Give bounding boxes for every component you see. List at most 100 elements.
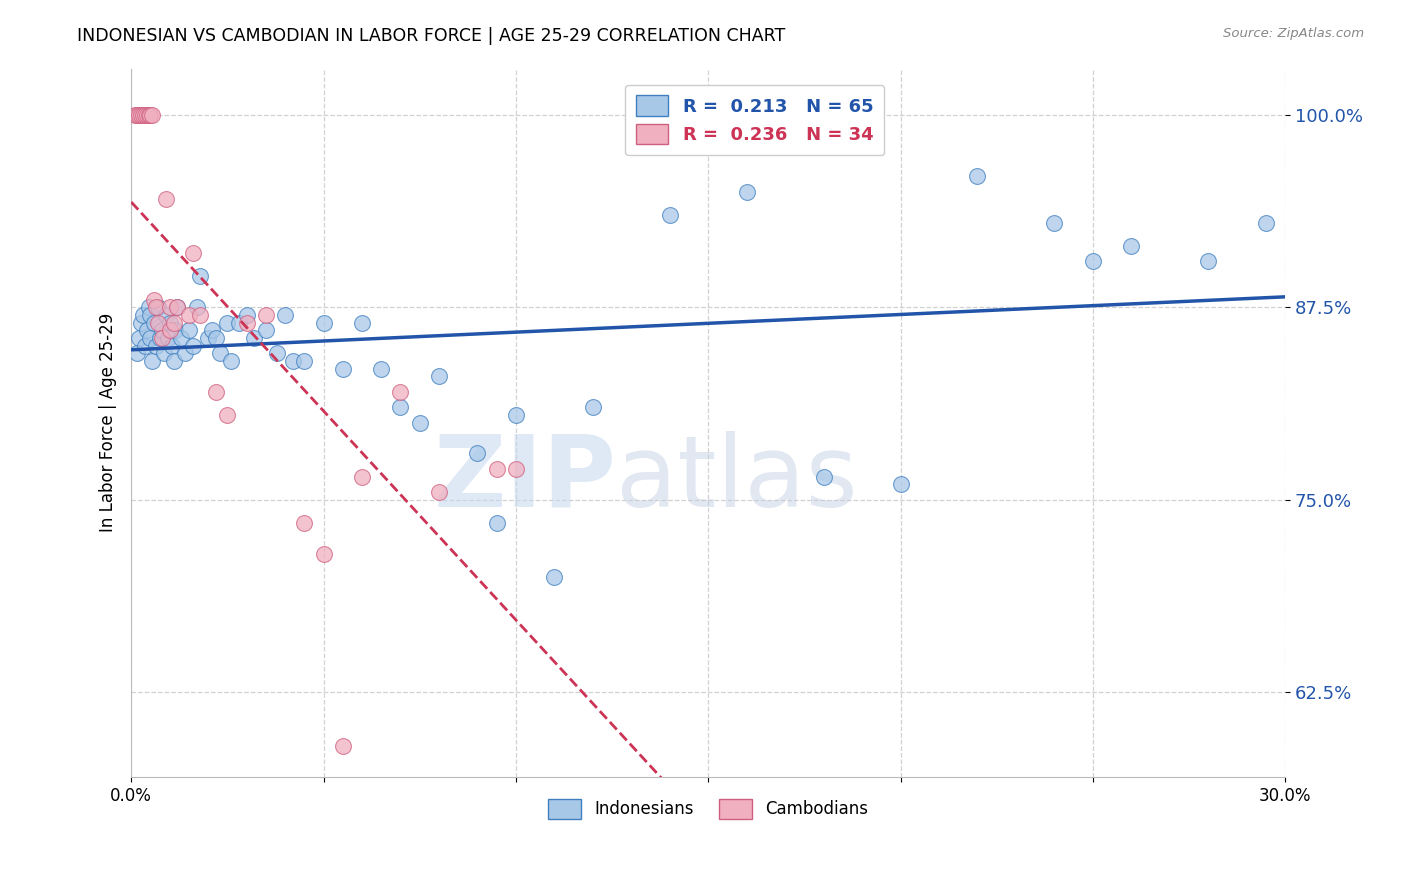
Point (1043, 215, 1066, 229)
Point (427, 485, 450, 500)
Point (143, 316, 166, 330)
Point (389, 401, 412, 415)
Point (292, 516, 315, 530)
Point (205, 384, 228, 399)
Point (156, 331, 179, 345)
Point (505, 408, 527, 422)
Point (409, 416, 432, 430)
Point (205, 331, 228, 345)
Point (543, 570, 565, 584)
Point (146, 316, 169, 330)
Point (181, 339, 204, 353)
Point (165, 323, 187, 337)
Point (281, 354, 304, 368)
Point (1254, 215, 1277, 229)
Point (134, 108, 156, 122)
Point (138, 108, 160, 122)
Point (217, 316, 239, 330)
Point (1197, 254, 1219, 268)
Point (159, 300, 181, 314)
Text: ZIP: ZIP (433, 431, 616, 528)
Text: atlas: atlas (616, 431, 858, 528)
Point (966, 169, 988, 184)
Point (132, 108, 155, 122)
Point (125, 346, 148, 360)
Point (266, 346, 288, 360)
Point (155, 193, 177, 207)
Point (160, 339, 183, 353)
Point (228, 316, 250, 330)
Point (155, 308, 177, 322)
Point (235, 308, 257, 322)
Point (128, 108, 150, 122)
Point (813, 469, 835, 483)
Legend: Indonesians, Cambodians: Indonesians, Cambodians (541, 793, 876, 825)
Point (332, 739, 354, 753)
Point (141, 108, 163, 122)
Point (124, 108, 146, 122)
Point (145, 300, 167, 314)
Point (135, 108, 157, 122)
Point (138, 300, 160, 314)
Point (166, 300, 188, 314)
Point (139, 108, 162, 122)
Point (582, 401, 605, 415)
Point (170, 331, 193, 345)
Point (370, 361, 392, 376)
Point (427, 369, 450, 384)
Point (177, 323, 200, 337)
Point (181, 246, 204, 260)
Point (197, 331, 219, 345)
Point (190, 308, 212, 322)
Point (162, 316, 184, 330)
Point (146, 300, 169, 314)
Point (350, 469, 373, 483)
Point (145, 339, 167, 353)
Point (153, 346, 176, 360)
Point (254, 308, 277, 322)
Point (235, 316, 257, 330)
Point (332, 361, 354, 376)
Point (186, 300, 208, 314)
Point (505, 462, 527, 476)
Point (1081, 254, 1104, 268)
Point (150, 331, 173, 345)
Point (889, 477, 911, 491)
Point (132, 308, 155, 322)
Point (485, 516, 508, 530)
Y-axis label: In Labor Force | Age 25-29: In Labor Force | Age 25-29 (100, 313, 117, 533)
Point (274, 308, 297, 322)
Point (143, 293, 166, 307)
Point (201, 323, 224, 337)
Point (141, 354, 163, 368)
Point (129, 108, 152, 122)
Point (243, 331, 266, 345)
Point (125, 108, 148, 122)
Point (254, 323, 277, 337)
Point (208, 346, 231, 360)
Point (1121, 238, 1143, 252)
Text: Source: ZipAtlas.com: Source: ZipAtlas.com (1223, 27, 1364, 40)
Point (149, 331, 172, 345)
Text: INDONESIAN VS CAMBODIAN IN LABOR FORCE | AGE 25-29 CORRELATION CHART: INDONESIAN VS CAMBODIAN IN LABOR FORCE |… (77, 27, 786, 45)
Point (174, 346, 197, 360)
Point (159, 316, 181, 330)
Point (658, 208, 681, 222)
Point (312, 547, 335, 561)
Point (129, 316, 152, 330)
Point (159, 323, 181, 337)
Point (134, 339, 156, 353)
Point (735, 185, 758, 199)
Point (389, 384, 412, 399)
Point (312, 316, 335, 330)
Point (217, 408, 239, 422)
Point (162, 354, 184, 368)
Point (292, 354, 315, 368)
Point (467, 446, 489, 460)
Point (150, 323, 173, 337)
Point (128, 331, 150, 345)
Point (190, 269, 212, 284)
Point (139, 331, 162, 345)
Point (166, 300, 188, 314)
Point (350, 316, 373, 330)
